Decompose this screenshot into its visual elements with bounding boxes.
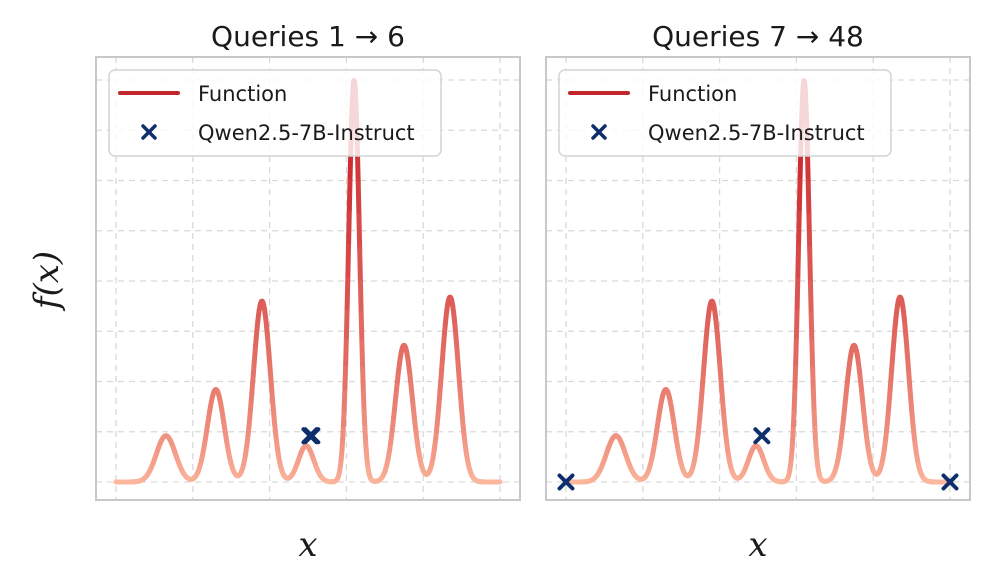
function-segment	[359, 340, 366, 372]
function-curve	[113, 78, 503, 485]
panel-queries-1-6: Queries 1 → 6 Function Qwen2.5-7B-Instru…	[95, 20, 521, 565]
legend-label-function: Function	[198, 82, 287, 106]
function-segment	[361, 409, 368, 431]
query-point-marker	[303, 427, 321, 445]
function-segment	[358, 310, 365, 346]
function-segment	[796, 174, 803, 212]
query-point-marker	[753, 427, 771, 445]
query-point-marker	[557, 473, 575, 491]
legend: Function Qwen2.5-7B-Instruct	[108, 69, 442, 157]
function-segment	[341, 385, 348, 411]
y-axis-label: f(x)	[27, 251, 67, 312]
x-axis-label: x	[298, 525, 317, 565]
function-segment	[809, 340, 816, 372]
function-segment	[810, 366, 816, 395]
function-segment	[345, 239, 352, 278]
query-point-marker	[941, 473, 959, 491]
function-segment	[792, 361, 799, 391]
function-segment	[357, 246, 363, 285]
function-segment	[793, 334, 799, 367]
function-segment	[360, 366, 366, 395]
function-segment	[811, 409, 818, 431]
legend-label-model: Qwen2.5-7B-Instruct	[648, 121, 865, 145]
function-segment	[346, 206, 352, 245]
axes-frame	[545, 56, 971, 501]
legend-box	[108, 69, 442, 157]
panel-title: Queries 7 → 48	[652, 20, 864, 53]
function-segment	[807, 279, 814, 316]
function-segment	[354, 150, 361, 186]
query-markers	[301, 427, 321, 445]
function-segment	[807, 246, 813, 285]
function-segment	[805, 180, 812, 218]
function-segment	[343, 304, 350, 340]
function-segment	[346, 174, 353, 212]
x-axis-label: x	[748, 525, 767, 565]
legend: Function Qwen2.5-7B-Instruct	[558, 69, 892, 157]
function-segment	[806, 212, 813, 252]
function-segment	[344, 272, 351, 310]
function-segment	[795, 239, 802, 278]
legend-box	[558, 69, 892, 157]
function-segment	[794, 272, 801, 310]
legend-label-model: Qwen2.5-7B-Instruct	[198, 121, 415, 145]
function-segment	[810, 389, 817, 415]
function-segment	[355, 180, 362, 218]
function-segment	[804, 150, 811, 186]
function-segment	[356, 212, 363, 252]
function-segment	[808, 310, 815, 346]
function-segment	[342, 361, 349, 391]
legend-x-marker-icon	[591, 124, 607, 140]
axes-frame	[95, 56, 521, 501]
panel-queries-7-48: Queries 7 → 48 Function Qwen2.5-7B-Instr…	[545, 20, 971, 565]
function-segment	[790, 405, 797, 428]
function-segment	[343, 334, 349, 367]
function-segment	[340, 405, 347, 428]
legend-label-function: Function	[648, 82, 737, 106]
function-segment	[791, 385, 798, 411]
function-segment	[360, 389, 367, 415]
function-segment	[796, 206, 802, 245]
query-markers	[557, 427, 959, 491]
function-segment	[793, 304, 800, 340]
legend-x-marker-icon	[141, 124, 157, 140]
function-segment	[357, 279, 364, 316]
panel-title: Queries 1 → 6	[211, 20, 405, 53]
